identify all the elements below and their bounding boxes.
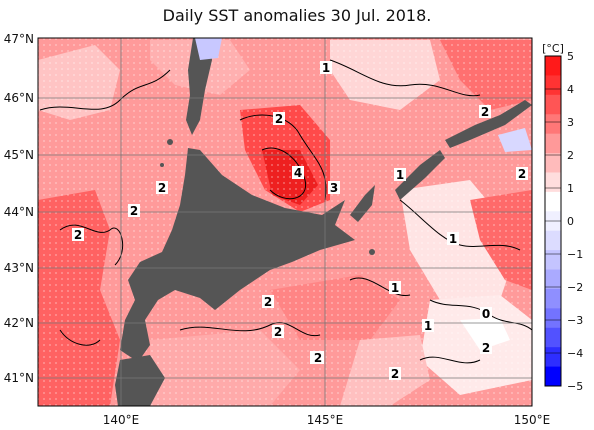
colorbar-swatch — [545, 308, 561, 329]
colorbar-tick-label: −1 — [567, 248, 583, 261]
contour-label-group: 12243122221221021222 — [72, 61, 528, 381]
map-title: Daily SST anomalies 30 Jul. 2018. — [162, 6, 432, 25]
contour-label: 2 — [158, 181, 166, 195]
colorbar-tick-label: −3 — [567, 314, 583, 327]
map-plot-area: 12243122221221021222 — [38, 38, 532, 406]
lat-label: 47°N — [4, 32, 34, 46]
hokkaido-island — [120, 148, 355, 362]
colorbar-tick-label: 5 — [567, 50, 574, 63]
contour-label-bg — [394, 168, 406, 181]
contour-lines — [39, 59, 532, 364]
longitude-labels: 140°E 145°E 150°E — [103, 413, 551, 427]
contour-label: 0 — [482, 307, 490, 321]
cold-anomaly-patch-north — [195, 38, 222, 60]
contour-label: 2 — [74, 228, 82, 242]
map-frame — [37, 37, 533, 407]
colorbar-swatch — [545, 288, 561, 309]
colorbar-swatch — [545, 366, 561, 387]
colorbar-ticks: 5 4 3 2 1 0 −1 −2 −3 −4 −5 — [545, 50, 583, 393]
sakhalin-island — [186, 38, 212, 135]
colorbar-swatch — [545, 133, 561, 154]
contour-label: 1 — [396, 168, 404, 182]
contour-label-bg — [128, 204, 140, 217]
colorbar-tick-label: −4 — [567, 347, 583, 360]
contour-label-bg — [328, 181, 340, 194]
colorbar-swatch — [545, 347, 561, 368]
kunashir-island — [350, 185, 375, 222]
contour-label: 1 — [322, 61, 330, 75]
colorbar-swatch — [545, 56, 561, 76]
colorbar-swatch — [545, 230, 561, 251]
lat-label: 42°N — [4, 316, 34, 330]
colorbar-swatch — [545, 75, 561, 96]
urup-island — [445, 100, 532, 148]
contour-label: 2 — [130, 204, 138, 218]
colorbar-swatch — [545, 269, 561, 290]
contour-label-bg — [292, 166, 304, 179]
contour-label: 1 — [449, 232, 457, 246]
colorbar-swatch — [545, 153, 561, 173]
contour-label: 3 — [330, 181, 338, 195]
lon-label: 150°E — [514, 413, 551, 427]
lat-label: 43°N — [4, 261, 34, 275]
contour-label: 2 — [481, 105, 489, 119]
contour-label-bg — [273, 112, 285, 125]
colorbar-swatch — [545, 94, 561, 115]
land — [115, 38, 532, 406]
colorbar-tick-label: −5 — [567, 380, 583, 393]
lon-label: 140°E — [103, 413, 140, 427]
lat-label: 46°N — [4, 91, 34, 105]
contour-label-bg — [516, 167, 528, 180]
contour-label-bg — [320, 61, 332, 74]
honshu-north — [115, 355, 165, 406]
colorbar: [°C] 5 4 3 2 1 0 −1 −2 −3 −4 −5 — [542, 42, 583, 393]
iturup-island — [395, 150, 445, 200]
contour-label: 2 — [264, 295, 272, 309]
colorbar-unit: [°C] — [542, 42, 564, 55]
contour-label-bg — [480, 307, 492, 320]
colorbar-swatch — [545, 172, 561, 193]
cold-anomaly-patch — [498, 128, 532, 152]
contour-label-bg — [312, 351, 324, 364]
colorbar-tick-label: 4 — [567, 83, 574, 96]
colorbar-swatch — [545, 327, 561, 348]
contour-label: 4 — [294, 166, 302, 180]
colorbar-swatches — [545, 56, 561, 387]
contour-label: 2 — [518, 167, 526, 181]
contour-label-bg — [72, 228, 84, 241]
colorbar-tick-label: 3 — [567, 116, 574, 129]
latitude-labels: 47°N 46°N 45°N 44°N 43°N 42°N 41°N — [4, 32, 34, 385]
colorbar-swatch — [545, 191, 561, 212]
contour-label-bg — [272, 325, 284, 338]
graticule — [38, 38, 532, 406]
contour-label-bg — [479, 105, 491, 118]
contour-label-bg — [447, 232, 459, 245]
colorbar-tick-label: 1 — [567, 182, 574, 195]
lat-label: 44°N — [4, 205, 34, 219]
contour-label: 2 — [482, 341, 490, 355]
lat-label: 41°N — [4, 371, 34, 385]
lon-label: 145°E — [307, 413, 344, 427]
contour-label: 1 — [391, 281, 399, 295]
contour-label: 2 — [274, 325, 282, 339]
colorbar-tick-label: 2 — [567, 149, 574, 162]
contour-label: 2 — [275, 112, 283, 126]
contour-label-bg — [389, 281, 401, 294]
contour-label-bg — [262, 295, 274, 308]
contour-label-bg — [480, 341, 492, 354]
contour-label: 1 — [424, 319, 432, 333]
lat-label: 45°N — [4, 148, 34, 162]
colorbar-tick-label: 0 — [567, 215, 574, 228]
contour-label: 2 — [391, 367, 399, 381]
contour-label-bg — [389, 367, 401, 380]
contour-label: 2 — [314, 351, 322, 365]
colorbar-swatch — [545, 250, 561, 271]
colorbar-swatch — [545, 114, 561, 135]
contour-label-bg — [156, 181, 168, 194]
colorbar-tick-label: −2 — [567, 281, 583, 294]
contour-label-bg — [422, 319, 434, 332]
